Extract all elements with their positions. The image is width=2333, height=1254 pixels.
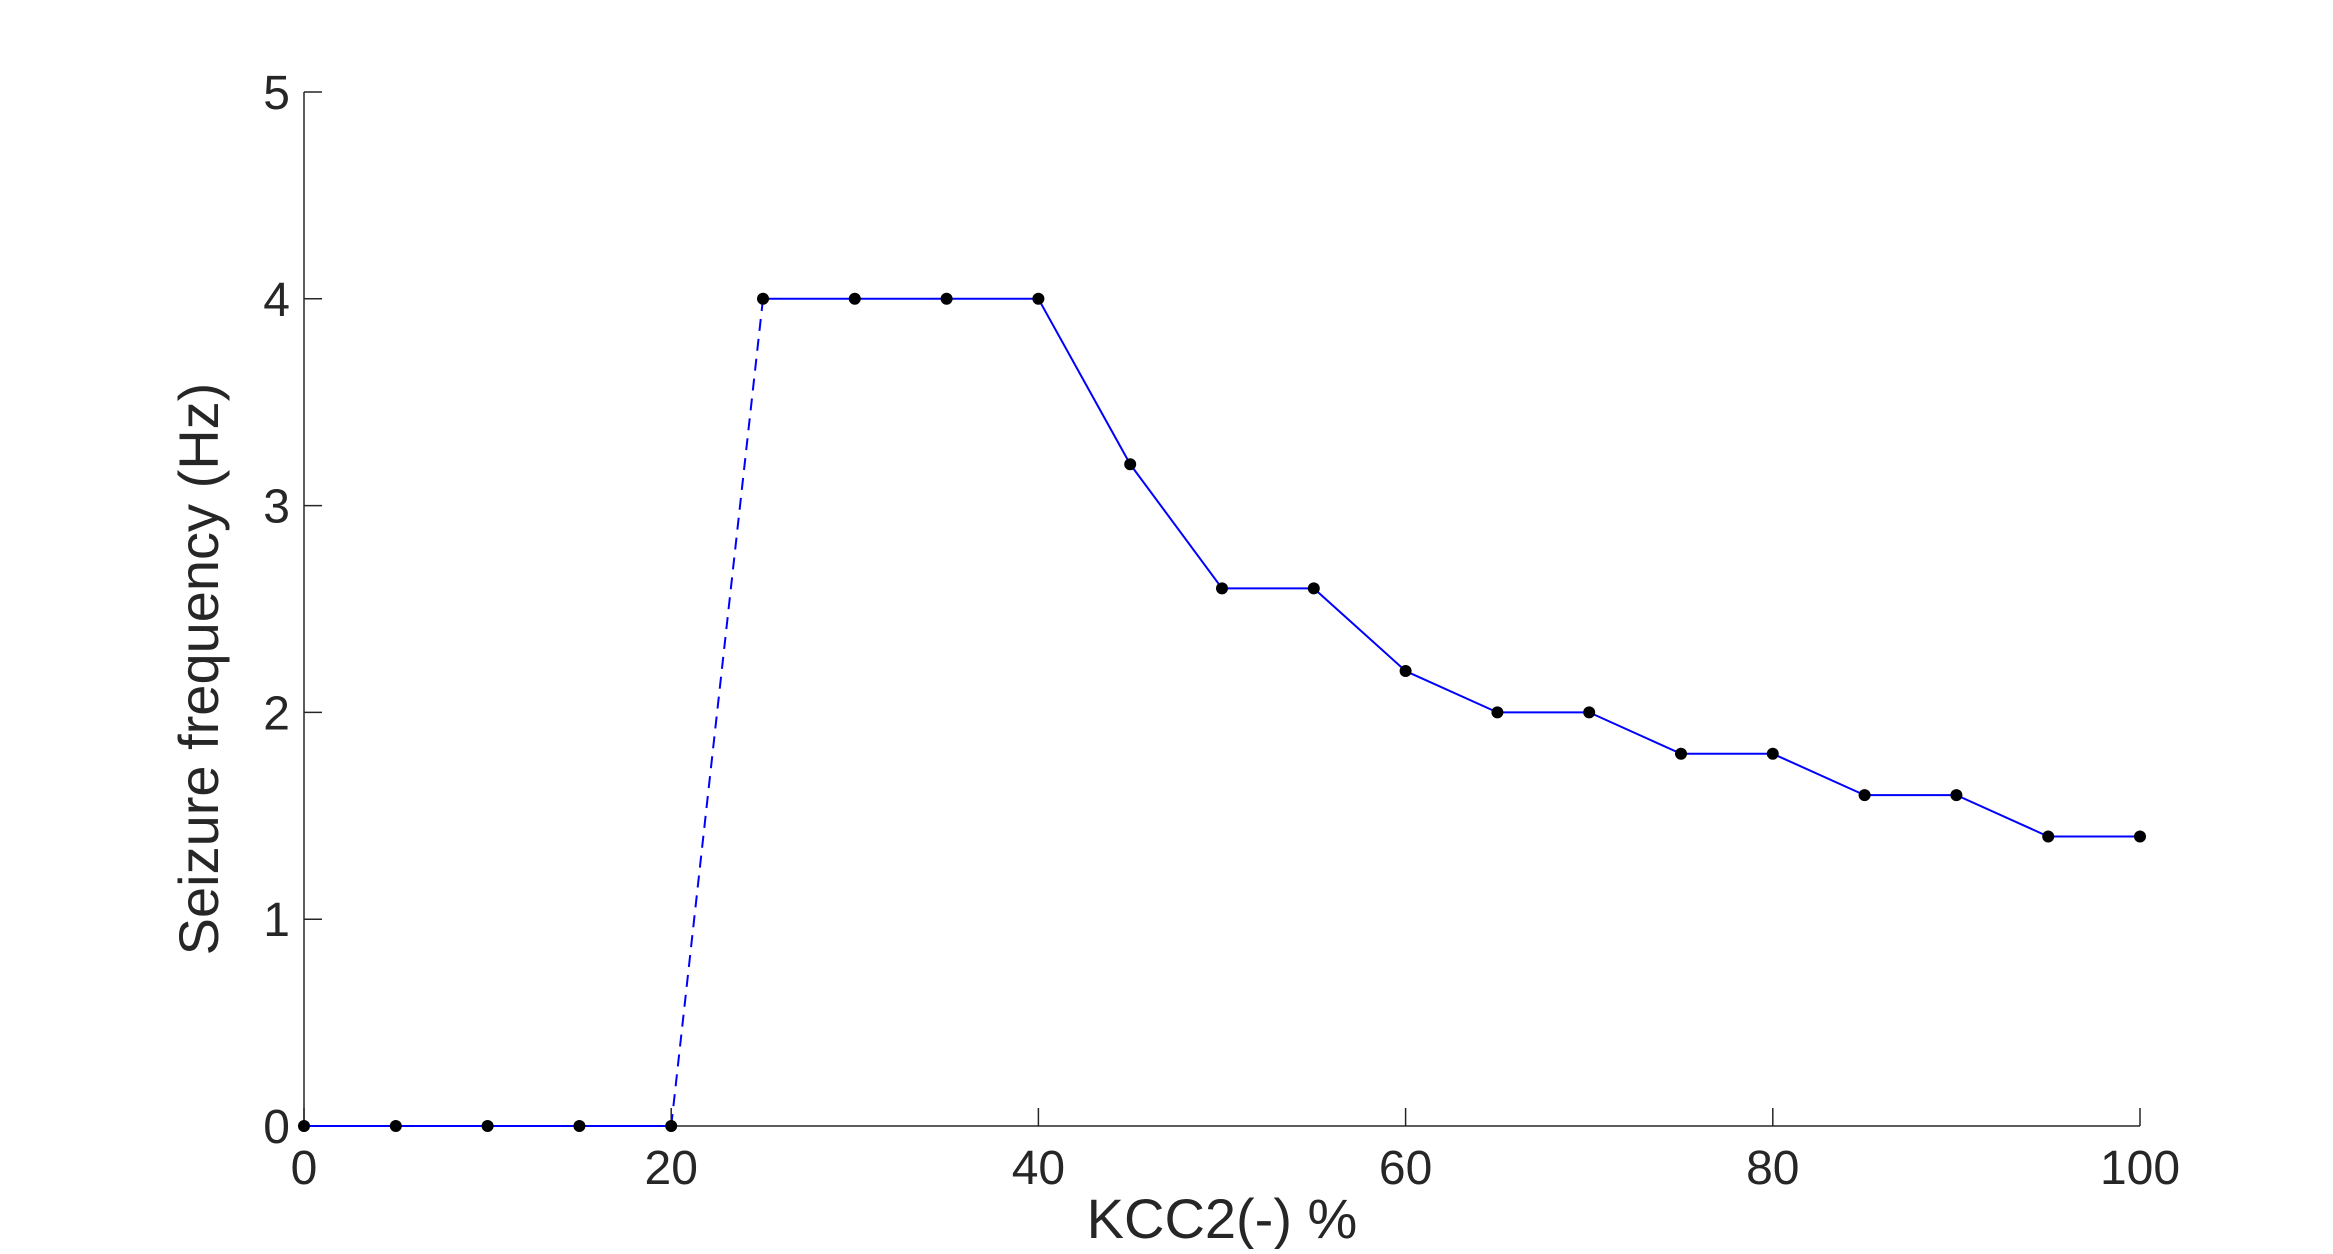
y-tick-label: 0 (263, 1101, 290, 1154)
data-point (757, 292, 769, 305)
series-line-segment-dashed (670, 298, 764, 1127)
data-point (848, 292, 861, 305)
data-point (2042, 830, 2055, 843)
series-line-segment (1405, 670, 1498, 714)
data-point (1675, 747, 1687, 760)
data-point (1032, 292, 1045, 305)
data-point (2134, 830, 2146, 843)
x-tick-label: 20 (645, 1142, 698, 1195)
data-point (1858, 789, 1871, 802)
data-point (940, 292, 953, 305)
y-tick-label: 2 (263, 687, 290, 740)
data-point (1950, 789, 1963, 802)
data-point (1124, 458, 1137, 471)
x-tick-label: 40 (1012, 1142, 1065, 1195)
series-line-segment (1129, 463, 1223, 589)
data-point (481, 1120, 494, 1132)
y-tick-label: 1 (263, 894, 290, 947)
series-line-segment (1313, 587, 1407, 672)
labels-layer: KCC2(-) % Seizure frequency (Hz) (167, 383, 1358, 1250)
data-point (665, 1120, 678, 1132)
x-tick-label: 80 (1746, 1142, 1799, 1195)
y-tick-label: 3 (263, 481, 290, 534)
axes: 0 20 40 60 80 100 0 1 2 3 4 5 (263, 67, 2180, 1195)
series-line-segment (1955, 794, 2049, 838)
data-point (298, 1120, 310, 1132)
series-line-segment (1772, 752, 1866, 797)
data-point (1399, 665, 1412, 678)
data-point (573, 1120, 586, 1132)
x-tick-label: 60 (1379, 1142, 1432, 1195)
x-axis-label: KCC2(-) % (1087, 1187, 1358, 1249)
x-tick-label: 100 (2100, 1142, 2180, 1195)
y-axis-label: Seizure frequency (Hz) (167, 383, 230, 956)
series-line-segment (1588, 711, 1682, 755)
data-point (1216, 582, 1228, 595)
series-line-segment (1037, 298, 1132, 465)
data-point (1307, 582, 1320, 595)
data-point (1583, 706, 1596, 719)
data-point (1491, 706, 1504, 719)
x-tick-label: 0 (291, 1142, 318, 1195)
y-tick-label: 4 (263, 274, 290, 327)
data-point (1766, 747, 1779, 760)
y-tick-label: 5 (263, 67, 290, 120)
data-point (389, 1120, 402, 1132)
series-layer (298, 292, 2146, 1132)
